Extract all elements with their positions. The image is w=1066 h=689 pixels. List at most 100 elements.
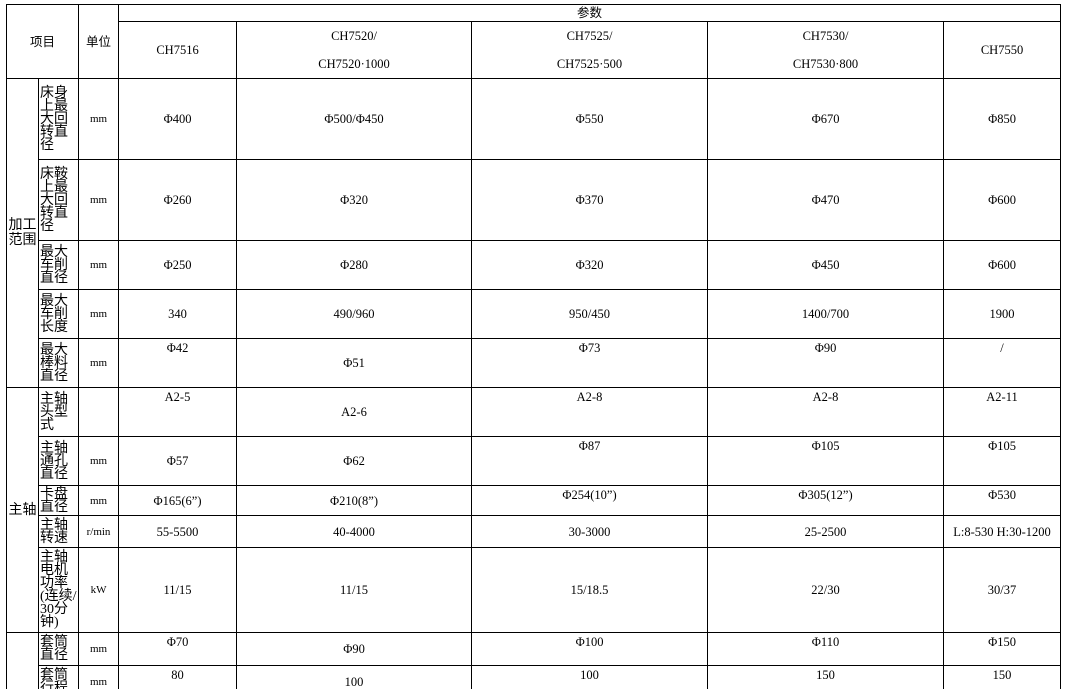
unit: mm — [78, 485, 120, 516]
spec-value: Φ105 — [943, 436, 1062, 486]
item-name: 主轴头型式 — [37, 387, 80, 437]
spec-value: Φ51 — [236, 338, 473, 388]
spec-value: Φ87 — [471, 436, 709, 486]
spec-value: Φ62 — [236, 436, 473, 486]
table-row: 套筒行程 mm 80 100 100 150 150 — [7, 665, 1062, 689]
group-name: 主轴 — [6, 387, 39, 633]
spec-value: 30-3000 — [471, 515, 709, 548]
model-name: CH7525/ CH7525·500 — [471, 21, 709, 79]
table-row: 床鞍上最大回转直径 mm Φ260 Φ320 Φ370 Φ470 Φ600 — [7, 159, 1062, 241]
item-name: 套筒行程 — [37, 665, 80, 689]
item-name: 卡盘直径 — [37, 485, 80, 516]
header-item: 项目 — [5, 4, 80, 79]
spec-value: Φ250 — [118, 240, 238, 290]
spec-value: 55-5500 — [118, 515, 238, 548]
spec-value: 1900 — [943, 289, 1062, 339]
unit — [78, 387, 120, 437]
spec-value: A2-8 — [707, 387, 945, 437]
model-name: CH7530/ CH7530·800 — [707, 21, 945, 79]
table-row: 项目 单位 参数 — [5, 4, 1062, 79]
model-name: CH7550 — [943, 21, 1062, 79]
item-name: 床身上最大回转直径 — [37, 78, 80, 160]
item-name: 床鞍上最大回转直径 — [37, 159, 80, 241]
spec-value: 150 — [707, 665, 945, 689]
spec-value: 150 — [943, 665, 1062, 689]
unit: kW — [78, 547, 120, 633]
table-row: 主轴电机功率(连续/30分钟) kW 11/15 11/15 15/18.5 22/30 3… — [7, 547, 1062, 633]
spec-value: Φ370 — [471, 159, 709, 241]
table-row: 卡盘直径 mm Φ165(6”) Φ210(8”) Φ254(10”) Φ305(12”)… — [7, 485, 1062, 516]
model-name: CH7516 — [118, 21, 238, 79]
spec-value: Φ42 — [118, 338, 238, 388]
unit: mm — [78, 289, 120, 339]
header-unit: 单位 — [78, 4, 120, 79]
table-row: 加工范围 床身上最大回转直径 mm Φ400 Φ500/Φ450 Φ550 Φ670 Φ850 — [6, 78, 1062, 388]
spec-value: Φ470 — [707, 159, 945, 241]
spec-value: Φ105 — [707, 436, 945, 486]
item-name: 最大车削长度 — [37, 289, 80, 339]
spec-value: 100 — [471, 665, 709, 689]
spec-value: Φ550 — [471, 78, 709, 160]
spec-value: 490/960 — [236, 289, 473, 339]
spec-value: Φ150 — [943, 632, 1062, 666]
spec-value: A2-6 — [236, 387, 473, 437]
spec-value: Φ260 — [118, 159, 238, 241]
table-row: 最大车削直径 mm Φ250 Φ280 Φ320 Φ450 Φ600 — [7, 240, 1062, 290]
spec-value: Φ670 — [707, 78, 945, 160]
spec-value: Φ90 — [236, 632, 473, 666]
spec-value: Φ600 — [943, 240, 1062, 290]
unit: mm — [78, 665, 120, 689]
spec-value: Φ320 — [236, 159, 473, 241]
item-name: 主轴通孔直径 — [37, 436, 80, 486]
spec-value: 30/37 — [943, 547, 1062, 633]
spec-value: Φ90 — [707, 338, 945, 388]
spec-value: Φ450 — [707, 240, 945, 290]
model-name: CH7520/ CH7520·1000 — [236, 21, 473, 79]
item-name: 最大车削直径 — [37, 240, 80, 290]
spec-value: Φ165(6”) — [118, 485, 238, 516]
table-row: 套筒直径 mm Φ70 Φ90 Φ100 Φ110 Φ150 — [6, 632, 1062, 689]
table-row: 主轴转速 r/min 55-5500 40-4000 30-3000 25-2500 L:8… — [7, 515, 1062, 548]
spec-value: Φ280 — [236, 240, 473, 290]
item-name: 主轴转速 — [37, 515, 80, 548]
spec-value: Φ400 — [118, 78, 238, 160]
spec-value: 25-2500 — [707, 515, 945, 548]
table-row: 主轴通孔直径 mm Φ57 Φ62 Φ87 Φ105 Φ105 — [7, 436, 1062, 486]
spec-value: 22/30 — [707, 547, 945, 633]
unit: mm — [78, 632, 120, 666]
spec-value: A2-5 — [118, 387, 238, 437]
unit: mm — [78, 338, 120, 388]
spec-value: 950/450 — [471, 289, 709, 339]
spec-value: Φ210(8”) — [236, 485, 473, 516]
spec-value: Φ100 — [471, 632, 709, 666]
spec-value: Φ500/Φ450 — [236, 78, 473, 160]
spec-value: 11/15 — [118, 547, 238, 633]
spec-value: A2-8 — [471, 387, 709, 437]
spec-table: 项目 单位 参数 CH7516 CH7520/ CH7520·1000 CH7525/ C… — [5, 4, 1062, 689]
spec-value: 40-4000 — [236, 515, 473, 548]
unit: r/min — [78, 515, 120, 548]
spec-value: / — [943, 338, 1062, 388]
spec-value: 340 — [118, 289, 238, 339]
spec-value: Φ110 — [707, 632, 945, 666]
group-name: 加工范围 — [6, 78, 39, 388]
spec-value: A2-11 — [943, 387, 1062, 437]
table-row: 最大棒料直径 mm Φ42 Φ51 Φ73 Φ90/ — [7, 338, 1062, 388]
spec-value: 11/15 — [236, 547, 473, 633]
spec-value: 1400/700 — [707, 289, 945, 339]
unit: mm — [78, 159, 120, 241]
spec-value: Φ70 — [118, 632, 238, 666]
table-row: 最大车削长度 mm 340 490/960 950/450 1400/700 1900 — [7, 289, 1062, 339]
unit: mm — [78, 78, 120, 160]
table-row: CH7516 CH7520/ CH7520·1000 CH7525/ CH7525·… — [7, 21, 1062, 79]
spec-value: Φ254(10”) — [471, 485, 709, 516]
spec-value: Φ530 — [943, 485, 1062, 516]
spec-value: 100 — [236, 665, 473, 689]
spec-value: Φ600 — [943, 159, 1062, 241]
item-name: 最大棒料直径 — [37, 338, 80, 388]
item-name: 套筒直径 — [37, 632, 80, 666]
spec-value: 80 — [118, 665, 238, 689]
spec-value: 15/18.5 — [471, 547, 709, 633]
spec-value: Φ57 — [118, 436, 238, 486]
